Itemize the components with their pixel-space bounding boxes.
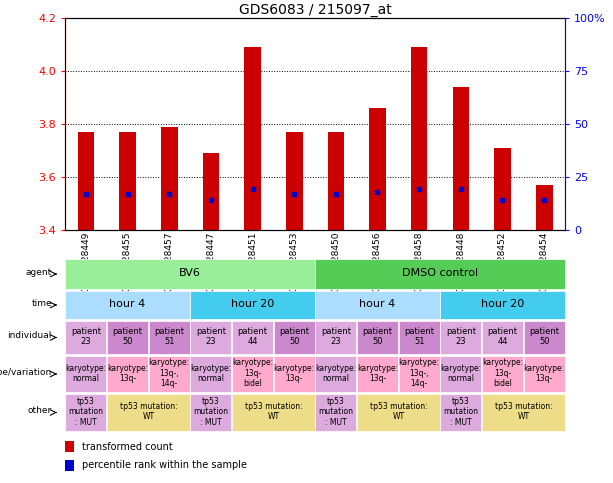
Text: tp53
mutation
: MUT: tp53 mutation : MUT: [68, 397, 104, 426]
Text: hour 20: hour 20: [481, 299, 524, 310]
Bar: [316, 321, 356, 354]
Text: individual: individual: [7, 331, 52, 340]
Bar: [191, 291, 314, 319]
Text: patient
51: patient 51: [154, 327, 184, 346]
Bar: [66, 259, 314, 289]
Bar: [316, 356, 356, 392]
Text: tp53
mutation
: MUT: tp53 mutation : MUT: [318, 397, 353, 426]
Text: patient
50: patient 50: [113, 327, 142, 346]
Text: patient
50: patient 50: [529, 327, 559, 346]
Text: karyotype:
normal: karyotype: normal: [65, 364, 107, 383]
Bar: [107, 321, 148, 354]
Bar: [482, 394, 565, 431]
Bar: [316, 394, 356, 431]
Bar: [65, 460, 74, 471]
Bar: [274, 356, 314, 392]
Bar: [316, 259, 565, 289]
Bar: [440, 394, 481, 431]
Text: percentile rank within the sample: percentile rank within the sample: [82, 460, 246, 470]
Text: karyotype:
13q-: karyotype: 13q-: [107, 364, 148, 383]
Bar: [107, 394, 189, 431]
Bar: [398, 321, 440, 354]
Bar: [149, 356, 189, 392]
Bar: [191, 321, 231, 354]
Bar: [66, 321, 106, 354]
Text: patient
50: patient 50: [362, 327, 392, 346]
Bar: [65, 441, 74, 452]
Text: transformed count: transformed count: [82, 441, 172, 452]
Bar: [357, 321, 398, 354]
Bar: [66, 356, 106, 392]
Bar: [398, 356, 440, 392]
Bar: [232, 394, 314, 431]
Bar: [119, 132, 136, 230]
Text: karyotype:
13q-,
14q-: karyotype: 13q-, 14q-: [398, 358, 440, 388]
Bar: [494, 148, 511, 230]
Text: hour 4: hour 4: [109, 299, 146, 310]
Bar: [274, 321, 314, 354]
Bar: [232, 321, 273, 354]
Text: tp53 mutation:
WT: tp53 mutation: WT: [370, 402, 427, 422]
Text: tp53 mutation:
WT: tp53 mutation: WT: [245, 402, 302, 422]
Bar: [411, 47, 427, 230]
Text: karyotype:
normal: karyotype: normal: [190, 364, 231, 383]
Bar: [357, 356, 398, 392]
Bar: [316, 291, 440, 319]
Bar: [327, 132, 344, 230]
Bar: [286, 132, 302, 230]
Bar: [536, 185, 552, 230]
Bar: [440, 321, 481, 354]
Bar: [524, 321, 565, 354]
Text: karyotype:
13q-
bidel: karyotype: 13q- bidel: [482, 358, 523, 388]
Bar: [149, 321, 189, 354]
Text: hour 20: hour 20: [231, 299, 274, 310]
Bar: [524, 356, 565, 392]
Bar: [452, 87, 469, 230]
Bar: [440, 291, 565, 319]
Title: GDS6083 / 215097_at: GDS6083 / 215097_at: [238, 3, 391, 17]
Text: other: other: [28, 406, 52, 415]
Bar: [357, 394, 440, 431]
Text: karyotype:
13q-
bidel: karyotype: 13q- bidel: [232, 358, 273, 388]
Text: tp53 mutation:
WT: tp53 mutation: WT: [120, 402, 177, 422]
Bar: [244, 47, 261, 230]
Text: patient
51: patient 51: [404, 327, 434, 346]
Bar: [161, 127, 178, 230]
Bar: [482, 356, 523, 392]
Bar: [66, 394, 106, 431]
Bar: [369, 108, 386, 230]
Text: patient
23: patient 23: [71, 327, 101, 346]
Text: karyotype:
13q-,
14q-: karyotype: 13q-, 14q-: [148, 358, 190, 388]
Text: patient
23: patient 23: [196, 327, 226, 346]
Text: time: time: [31, 299, 52, 308]
Bar: [66, 291, 189, 319]
Text: patient
44: patient 44: [487, 327, 517, 346]
Text: karyotype:
13q-: karyotype: 13q-: [273, 364, 314, 383]
Text: tp53 mutation:
WT: tp53 mutation: WT: [495, 402, 552, 422]
Text: agent: agent: [26, 268, 52, 277]
Text: karyotype:
normal: karyotype: normal: [440, 364, 481, 383]
Text: tp53
mutation
: MUT: tp53 mutation : MUT: [443, 397, 478, 426]
Bar: [482, 321, 523, 354]
Text: patient
44: patient 44: [237, 327, 267, 346]
Bar: [440, 356, 481, 392]
Text: patient
23: patient 23: [321, 327, 351, 346]
Text: patient
50: patient 50: [279, 327, 309, 346]
Text: tp53
mutation
: MUT: tp53 mutation : MUT: [193, 397, 228, 426]
Text: karyotype:
13q-: karyotype: 13q-: [357, 364, 398, 383]
Text: karyotype:
13q-: karyotype: 13q-: [524, 364, 565, 383]
Text: karyotype:
normal: karyotype: normal: [315, 364, 356, 383]
Text: DMSO control: DMSO control: [402, 269, 478, 278]
Text: patient
23: patient 23: [446, 327, 476, 346]
Bar: [232, 356, 273, 392]
Bar: [77, 132, 94, 230]
Text: BV6: BV6: [179, 269, 201, 278]
Bar: [191, 356, 231, 392]
Text: hour 4: hour 4: [359, 299, 395, 310]
Bar: [191, 394, 231, 431]
Text: genotype/variation: genotype/variation: [0, 368, 52, 377]
Bar: [107, 356, 148, 392]
Bar: [202, 153, 219, 230]
